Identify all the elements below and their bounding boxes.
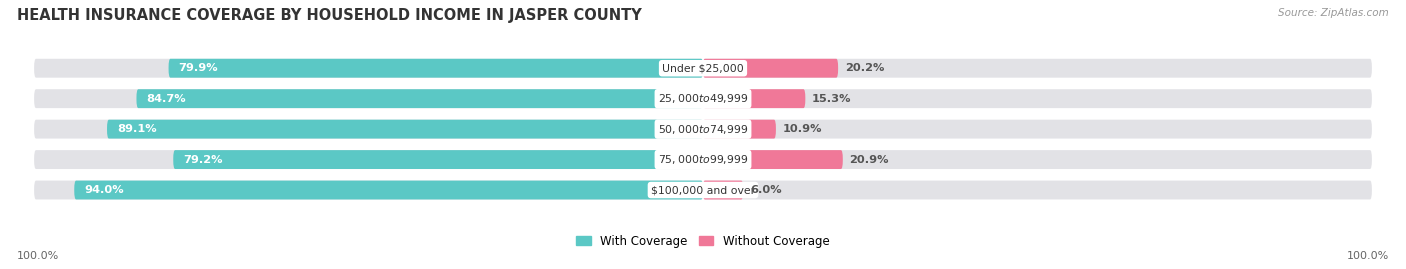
Text: $75,000 to $99,999: $75,000 to $99,999 (658, 153, 748, 166)
FancyBboxPatch shape (169, 59, 703, 78)
Text: 6.0%: 6.0% (749, 185, 782, 195)
FancyBboxPatch shape (34, 59, 703, 78)
Text: $25,000 to $49,999: $25,000 to $49,999 (658, 92, 748, 105)
Text: 10.9%: 10.9% (783, 124, 823, 134)
FancyBboxPatch shape (703, 59, 838, 78)
Text: 20.2%: 20.2% (845, 63, 884, 73)
Text: Source: ZipAtlas.com: Source: ZipAtlas.com (1278, 8, 1389, 18)
Text: 79.9%: 79.9% (179, 63, 218, 73)
FancyBboxPatch shape (34, 180, 703, 200)
Text: 94.0%: 94.0% (84, 185, 124, 195)
FancyBboxPatch shape (173, 150, 703, 169)
FancyBboxPatch shape (703, 180, 744, 200)
Text: 84.7%: 84.7% (146, 94, 186, 104)
Text: HEALTH INSURANCE COVERAGE BY HOUSEHOLD INCOME IN JASPER COUNTY: HEALTH INSURANCE COVERAGE BY HOUSEHOLD I… (17, 8, 641, 23)
FancyBboxPatch shape (703, 120, 1372, 139)
FancyBboxPatch shape (75, 180, 703, 200)
Text: 89.1%: 89.1% (117, 124, 156, 134)
Text: Under $25,000: Under $25,000 (662, 63, 744, 73)
FancyBboxPatch shape (136, 89, 703, 108)
FancyBboxPatch shape (34, 120, 703, 139)
FancyBboxPatch shape (703, 89, 806, 108)
Text: $50,000 to $74,999: $50,000 to $74,999 (658, 123, 748, 136)
FancyBboxPatch shape (34, 150, 703, 169)
Text: 15.3%: 15.3% (813, 94, 852, 104)
FancyBboxPatch shape (703, 120, 776, 139)
FancyBboxPatch shape (703, 89, 1372, 108)
Text: 79.2%: 79.2% (183, 155, 222, 165)
FancyBboxPatch shape (34, 89, 703, 108)
FancyBboxPatch shape (703, 150, 842, 169)
Text: $100,000 and over: $100,000 and over (651, 185, 755, 195)
Text: 100.0%: 100.0% (1347, 251, 1389, 261)
Text: 100.0%: 100.0% (17, 251, 59, 261)
FancyBboxPatch shape (703, 180, 1372, 200)
FancyBboxPatch shape (107, 120, 703, 139)
Text: 20.9%: 20.9% (849, 155, 889, 165)
FancyBboxPatch shape (703, 150, 1372, 169)
Legend: With Coverage, Without Coverage: With Coverage, Without Coverage (572, 230, 834, 252)
FancyBboxPatch shape (703, 59, 1372, 78)
